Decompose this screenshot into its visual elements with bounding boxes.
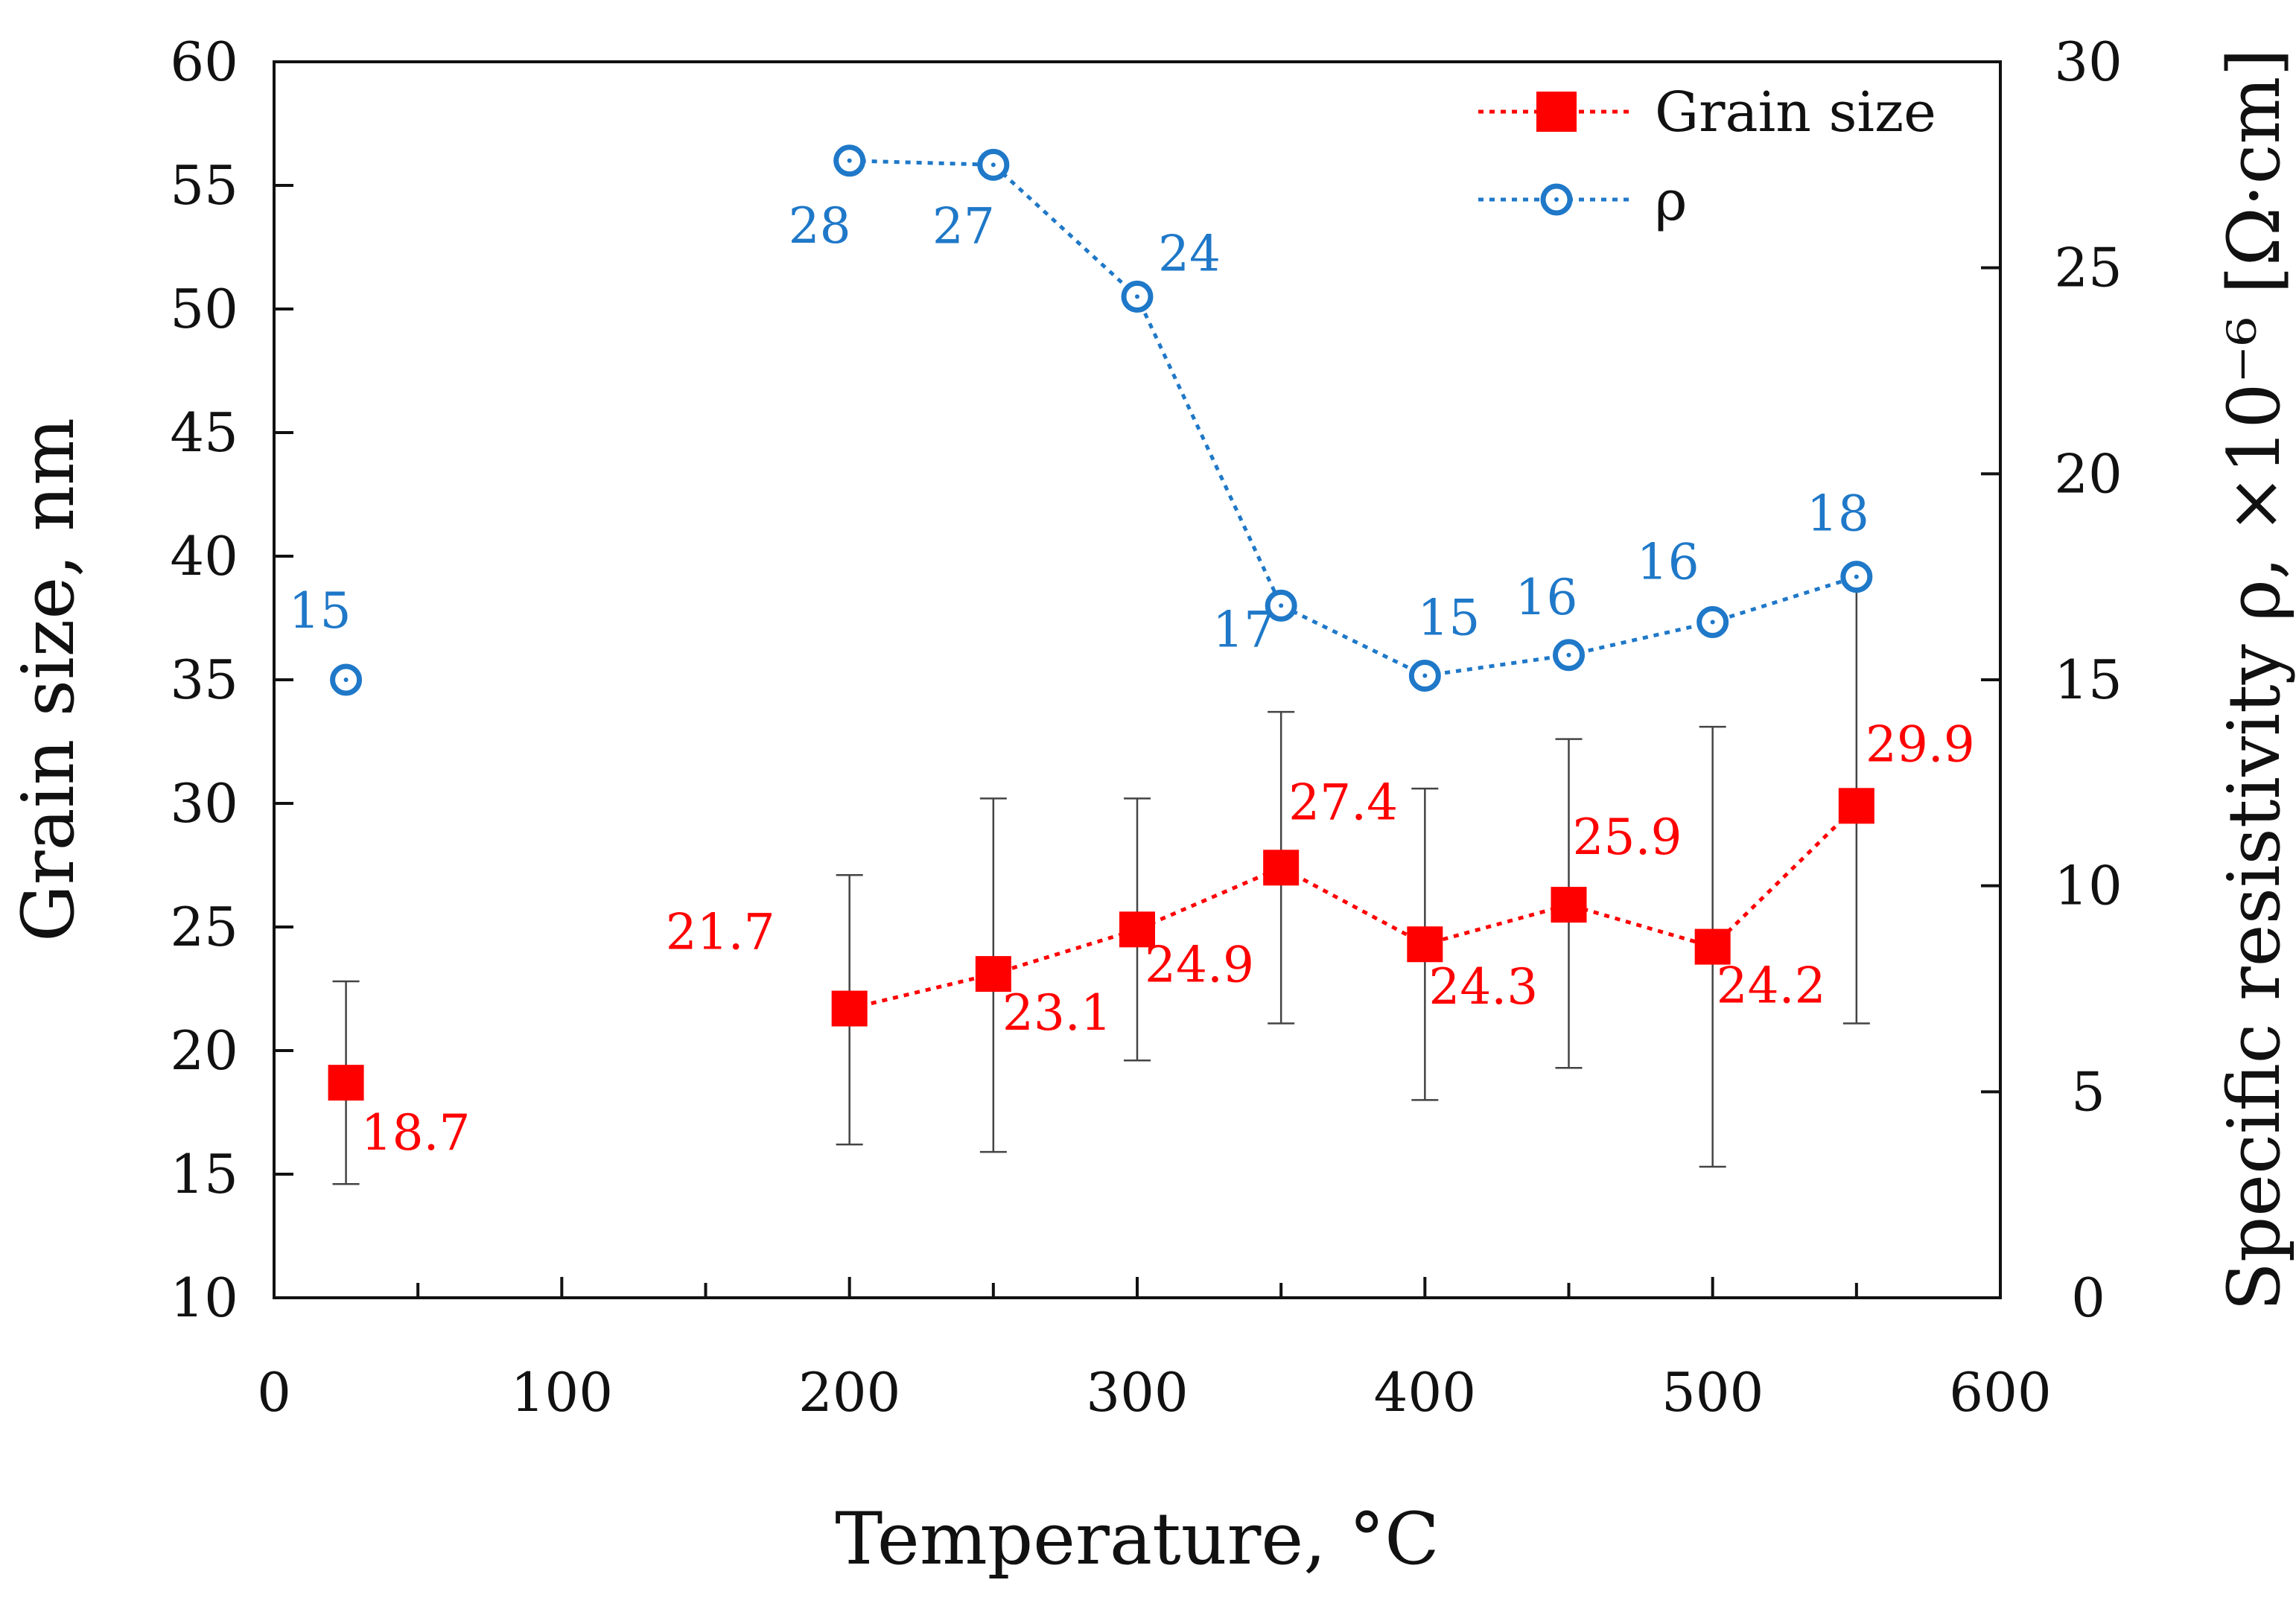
y-tick-label: 45 bbox=[170, 401, 238, 464]
resistivity-data-label: 28 bbox=[789, 197, 851, 255]
y-tick-label: 55 bbox=[170, 154, 238, 217]
resistivity-data-label: 15 bbox=[289, 582, 352, 640]
x-tick-label: 300 bbox=[1086, 1361, 1188, 1424]
resistivity-line bbox=[849, 159, 1857, 678]
y-tick-label: 30 bbox=[170, 772, 238, 835]
resistivity-data-label: 15 bbox=[1417, 589, 1480, 646]
y-tick-label: 40 bbox=[170, 525, 238, 587]
x-tick-label: 400 bbox=[1374, 1361, 1476, 1424]
grain-size-point bbox=[328, 1065, 364, 1101]
x-axis-title: Temperature, °C bbox=[835, 1497, 1439, 1581]
resistivity-data-label: 17 bbox=[1212, 601, 1275, 658]
grain-size-data-label: 24.3 bbox=[1428, 958, 1538, 1016]
y2-tick-label: 5 bbox=[2071, 1060, 2105, 1123]
y2-tick-label: 25 bbox=[2054, 237, 2122, 299]
tick-marks bbox=[274, 184, 2000, 1298]
grain-size-data-label: 24.9 bbox=[1145, 936, 1254, 993]
y2-tick-label: 15 bbox=[2054, 649, 2122, 711]
y-tick-label: 60 bbox=[170, 31, 238, 93]
x-tick-label: 500 bbox=[1661, 1361, 1764, 1424]
resistivity-point-dot bbox=[343, 678, 349, 682]
x-tick-label: 100 bbox=[511, 1361, 613, 1424]
grain-size-data-label: 25.9 bbox=[1573, 809, 1682, 866]
y-tick-label: 20 bbox=[170, 1019, 238, 1082]
tick-labels: 0 100 200 300 400 500 600101520253035404550556… bbox=[170, 31, 2122, 1424]
y-tick-label: 35 bbox=[170, 649, 238, 711]
legend-rho-label: ρ bbox=[1655, 169, 1688, 233]
resistivity-point-dot bbox=[1566, 652, 1571, 657]
grain-size-data-label: 21.7 bbox=[666, 904, 775, 961]
y-tick-label: 50 bbox=[170, 278, 238, 340]
resistivity-point-dot bbox=[990, 162, 996, 168]
grain-size-point bbox=[1838, 788, 1874, 824]
y-axis-title: Grain size, nm bbox=[7, 418, 90, 942]
legend-grain-label: Grain size bbox=[1655, 80, 1936, 144]
grain-size-point bbox=[975, 956, 1011, 993]
y2-tick-label: 20 bbox=[2054, 442, 2122, 505]
y2-tick-label: 0 bbox=[2071, 1267, 2105, 1329]
grain-size-data-label: 24.2 bbox=[1717, 958, 1826, 1015]
y2-tick-label: 30 bbox=[2054, 31, 2122, 93]
legend: Grain size ρ bbox=[1478, 80, 1936, 233]
data-labels: 18.7 21.7 23.1 24.9 27.4 24.3 25.9 24.2 29.9 15 28… bbox=[289, 197, 1975, 1162]
grain-size-data-label: 29.9 bbox=[1866, 716, 1975, 773]
legend-grain-marker bbox=[1536, 92, 1577, 132]
x-tick-label: 600 bbox=[1949, 1361, 2051, 1424]
y2-axis-title: Specific resistivity ρ, ×10⁻⁶ [Ω·cm] bbox=[2213, 48, 2296, 1311]
y2-tick-label: 10 bbox=[2054, 855, 2122, 917]
resistivity-data-label: 16 bbox=[1637, 534, 1699, 591]
series-markers bbox=[328, 144, 1874, 1101]
resistivity-data-label: 16 bbox=[1516, 569, 1578, 626]
y-tick-label: 10 bbox=[170, 1267, 238, 1329]
plot-frame bbox=[273, 60, 2002, 1299]
series-lines bbox=[849, 159, 1858, 1010]
grain-size-point bbox=[831, 990, 868, 1027]
resistivity-data-label: 18 bbox=[1807, 485, 1869, 543]
x-tick-label: 200 bbox=[798, 1361, 900, 1424]
y-tick-label: 25 bbox=[170, 896, 238, 958]
grain-size-data-label: 27.4 bbox=[1288, 774, 1398, 831]
grain-size-data-label: 23.1 bbox=[1002, 984, 1112, 1042]
grain-size-point bbox=[1119, 911, 1155, 948]
grain-size-point bbox=[1263, 850, 1300, 886]
grain-size-data-label: 18.7 bbox=[361, 1104, 471, 1162]
error-bars bbox=[332, 579, 1870, 1185]
y-tick-label: 15 bbox=[170, 1143, 238, 1205]
x-tick-label: 0 bbox=[257, 1361, 291, 1424]
resistivity-data-label: 27 bbox=[932, 197, 995, 255]
resistivity-point-dot bbox=[847, 158, 852, 163]
grain-size-point bbox=[1551, 887, 1587, 923]
resistivity-point-dot bbox=[1279, 603, 1284, 608]
grain-size-point bbox=[1694, 928, 1731, 965]
legend-rho-marker-dot bbox=[1554, 197, 1559, 202]
resistivity-data-label: 24 bbox=[1158, 225, 1221, 282]
grain-size-point bbox=[1407, 926, 1443, 963]
grain-size-line bbox=[849, 804, 1858, 1010]
resistivity-point-dot bbox=[1422, 673, 1428, 678]
resistivity-point-dot bbox=[1135, 294, 1139, 299]
resistivity-point-dot bbox=[1710, 619, 1715, 625]
resistivity-point-dot bbox=[1854, 574, 1859, 579]
